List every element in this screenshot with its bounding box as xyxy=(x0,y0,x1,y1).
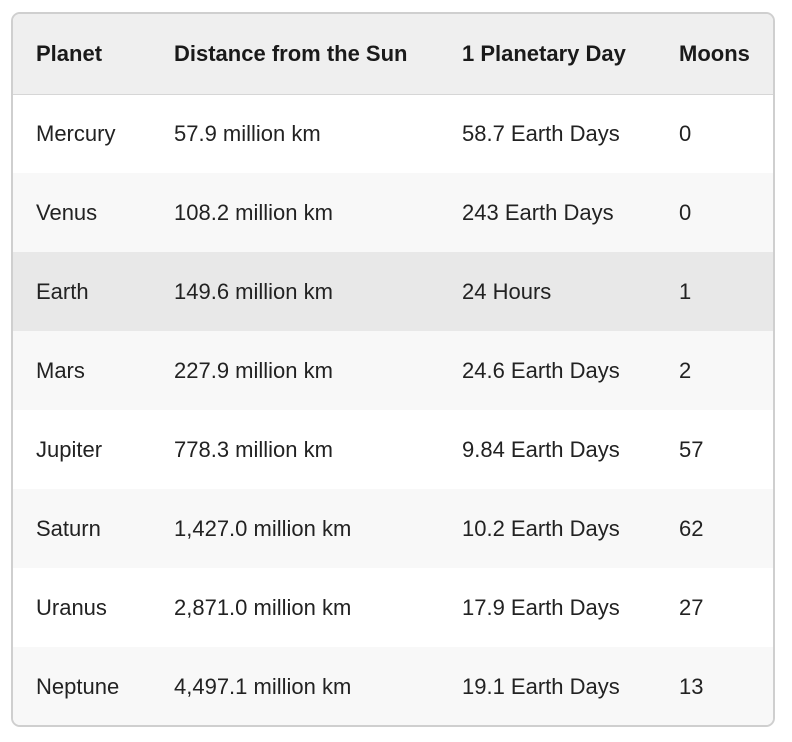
cell-moons: 0 xyxy=(679,199,692,225)
header-row: Planet Distance from the Sun 1 Planetary… xyxy=(13,14,773,94)
table-row-mars: Mars 227.9 million km 24.6 Earth Days 2 xyxy=(13,331,773,410)
cell-moons: 57 xyxy=(679,436,704,462)
table-row-jupiter: Jupiter 778.3 million km 9.84 Earth Days… xyxy=(13,410,773,489)
cell-moons: 2 xyxy=(679,357,692,383)
cell-planet: Neptune xyxy=(36,673,120,699)
planets-table: Planet Distance from the Sun 1 Planetary… xyxy=(13,14,773,725)
table-row-saturn: Saturn 1,427.0 million km 10.2 Earth Day… xyxy=(13,489,773,568)
cell-moons: 62 xyxy=(679,515,704,541)
cell-planetary-day: 9.84 Earth Days xyxy=(462,436,620,462)
table-row-uranus: Uranus 2,871.0 million km 17.9 Earth Day… xyxy=(13,568,773,647)
cell-planet: Jupiter xyxy=(36,436,103,462)
cell-planet: Earth xyxy=(36,278,89,304)
table-row-venus: Venus 108.2 million km 243 Earth Days 0 xyxy=(13,173,773,252)
cell-distance: 227.9 million km xyxy=(174,357,333,383)
cell-planet: Venus xyxy=(36,199,98,225)
cell-distance: 1,427.0 million km xyxy=(174,515,352,541)
cell-moons: 13 xyxy=(679,673,704,699)
cell-planetary-day: 19.1 Earth Days xyxy=(462,673,620,699)
cell-planet: Saturn xyxy=(36,515,101,541)
cell-planetary-day: 10.2 Earth Days xyxy=(462,515,620,541)
table-row-mercury: Mercury 57.9 million km 58.7 Earth Days … xyxy=(13,94,773,173)
cell-moons: 27 xyxy=(679,594,704,620)
cell-distance: 57.9 million km xyxy=(174,120,321,146)
cell-moons: 0 xyxy=(679,120,692,146)
column-header-moons: Moons xyxy=(679,40,750,66)
cell-planet: Uranus xyxy=(36,594,107,620)
cell-distance: 2,871.0 million km xyxy=(174,594,352,620)
column-header-planetary-day: 1 Planetary Day xyxy=(462,40,626,66)
column-header-distance: Distance from the Sun xyxy=(174,40,408,66)
cell-distance: 778.3 million km xyxy=(174,436,333,462)
cell-planetary-day: 24 Hours xyxy=(462,278,552,304)
cell-planet: Mars xyxy=(36,357,85,383)
cell-distance: 108.2 million km xyxy=(174,199,333,225)
column-header-planet: Planet xyxy=(36,40,103,66)
table-header: Planet Distance from the Sun 1 Planetary… xyxy=(13,14,773,94)
cell-planetary-day: 24.6 Earth Days xyxy=(462,357,620,383)
planets-table-card: Planet Distance from the Sun 1 Planetary… xyxy=(11,12,775,727)
table-row-earth: Earth 149.6 million km 24 Hours 1 xyxy=(13,252,773,331)
cell-planetary-day: 17.9 Earth Days xyxy=(462,594,620,620)
cell-planetary-day: 58.7 Earth Days xyxy=(462,120,620,146)
cell-distance: 4,497.1 million km xyxy=(174,673,352,699)
cell-planetary-day: 243 Earth Days xyxy=(462,199,614,225)
cell-moons: 1 xyxy=(679,278,692,304)
table-row-neptune: Neptune 4,497.1 million km 19.1 Earth Da… xyxy=(13,647,773,725)
table-body: Mercury 57.9 million km 58.7 Earth Days … xyxy=(13,94,773,725)
cell-distance: 149.6 million km xyxy=(174,278,333,304)
cell-planet: Mercury xyxy=(36,120,116,146)
